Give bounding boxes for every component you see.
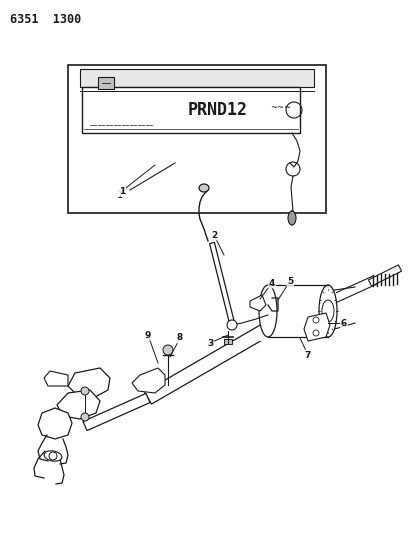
Polygon shape: [57, 390, 100, 419]
Text: 4: 4: [269, 279, 275, 287]
Text: 9: 9: [145, 330, 151, 340]
Circle shape: [81, 387, 89, 395]
Polygon shape: [318, 276, 377, 309]
Polygon shape: [210, 243, 235, 324]
Polygon shape: [304, 313, 330, 341]
Circle shape: [227, 320, 237, 330]
Text: ~~~: ~~~: [270, 103, 291, 112]
Ellipse shape: [319, 285, 337, 337]
Polygon shape: [250, 295, 266, 311]
Text: PRND12: PRND12: [188, 101, 248, 119]
Bar: [68, 65, 326, 213]
Polygon shape: [44, 371, 68, 386]
Ellipse shape: [288, 211, 296, 225]
Text: 5: 5: [287, 277, 293, 286]
Bar: [224, 339, 232, 344]
Ellipse shape: [259, 285, 277, 337]
Circle shape: [81, 413, 89, 421]
Text: 8: 8: [177, 334, 183, 343]
Text: 3: 3: [207, 338, 213, 348]
Text: 7: 7: [305, 351, 311, 359]
Text: 1: 1: [119, 187, 125, 196]
Text: 6: 6: [341, 319, 347, 327]
Polygon shape: [132, 368, 165, 393]
Ellipse shape: [199, 184, 209, 192]
Text: 1: 1: [117, 190, 123, 200]
Polygon shape: [144, 307, 299, 404]
Polygon shape: [38, 408, 72, 439]
Bar: [82, 87, 300, 133]
Ellipse shape: [44, 451, 62, 461]
Text: 6351  1300: 6351 1300: [10, 13, 81, 26]
Circle shape: [163, 345, 173, 355]
Text: 2: 2: [211, 230, 217, 239]
Bar: [98, 77, 114, 89]
Bar: [260, 281, 336, 341]
Circle shape: [49, 452, 57, 460]
Polygon shape: [68, 368, 110, 397]
Bar: [80, 69, 314, 87]
Polygon shape: [368, 265, 401, 286]
Polygon shape: [83, 393, 150, 431]
